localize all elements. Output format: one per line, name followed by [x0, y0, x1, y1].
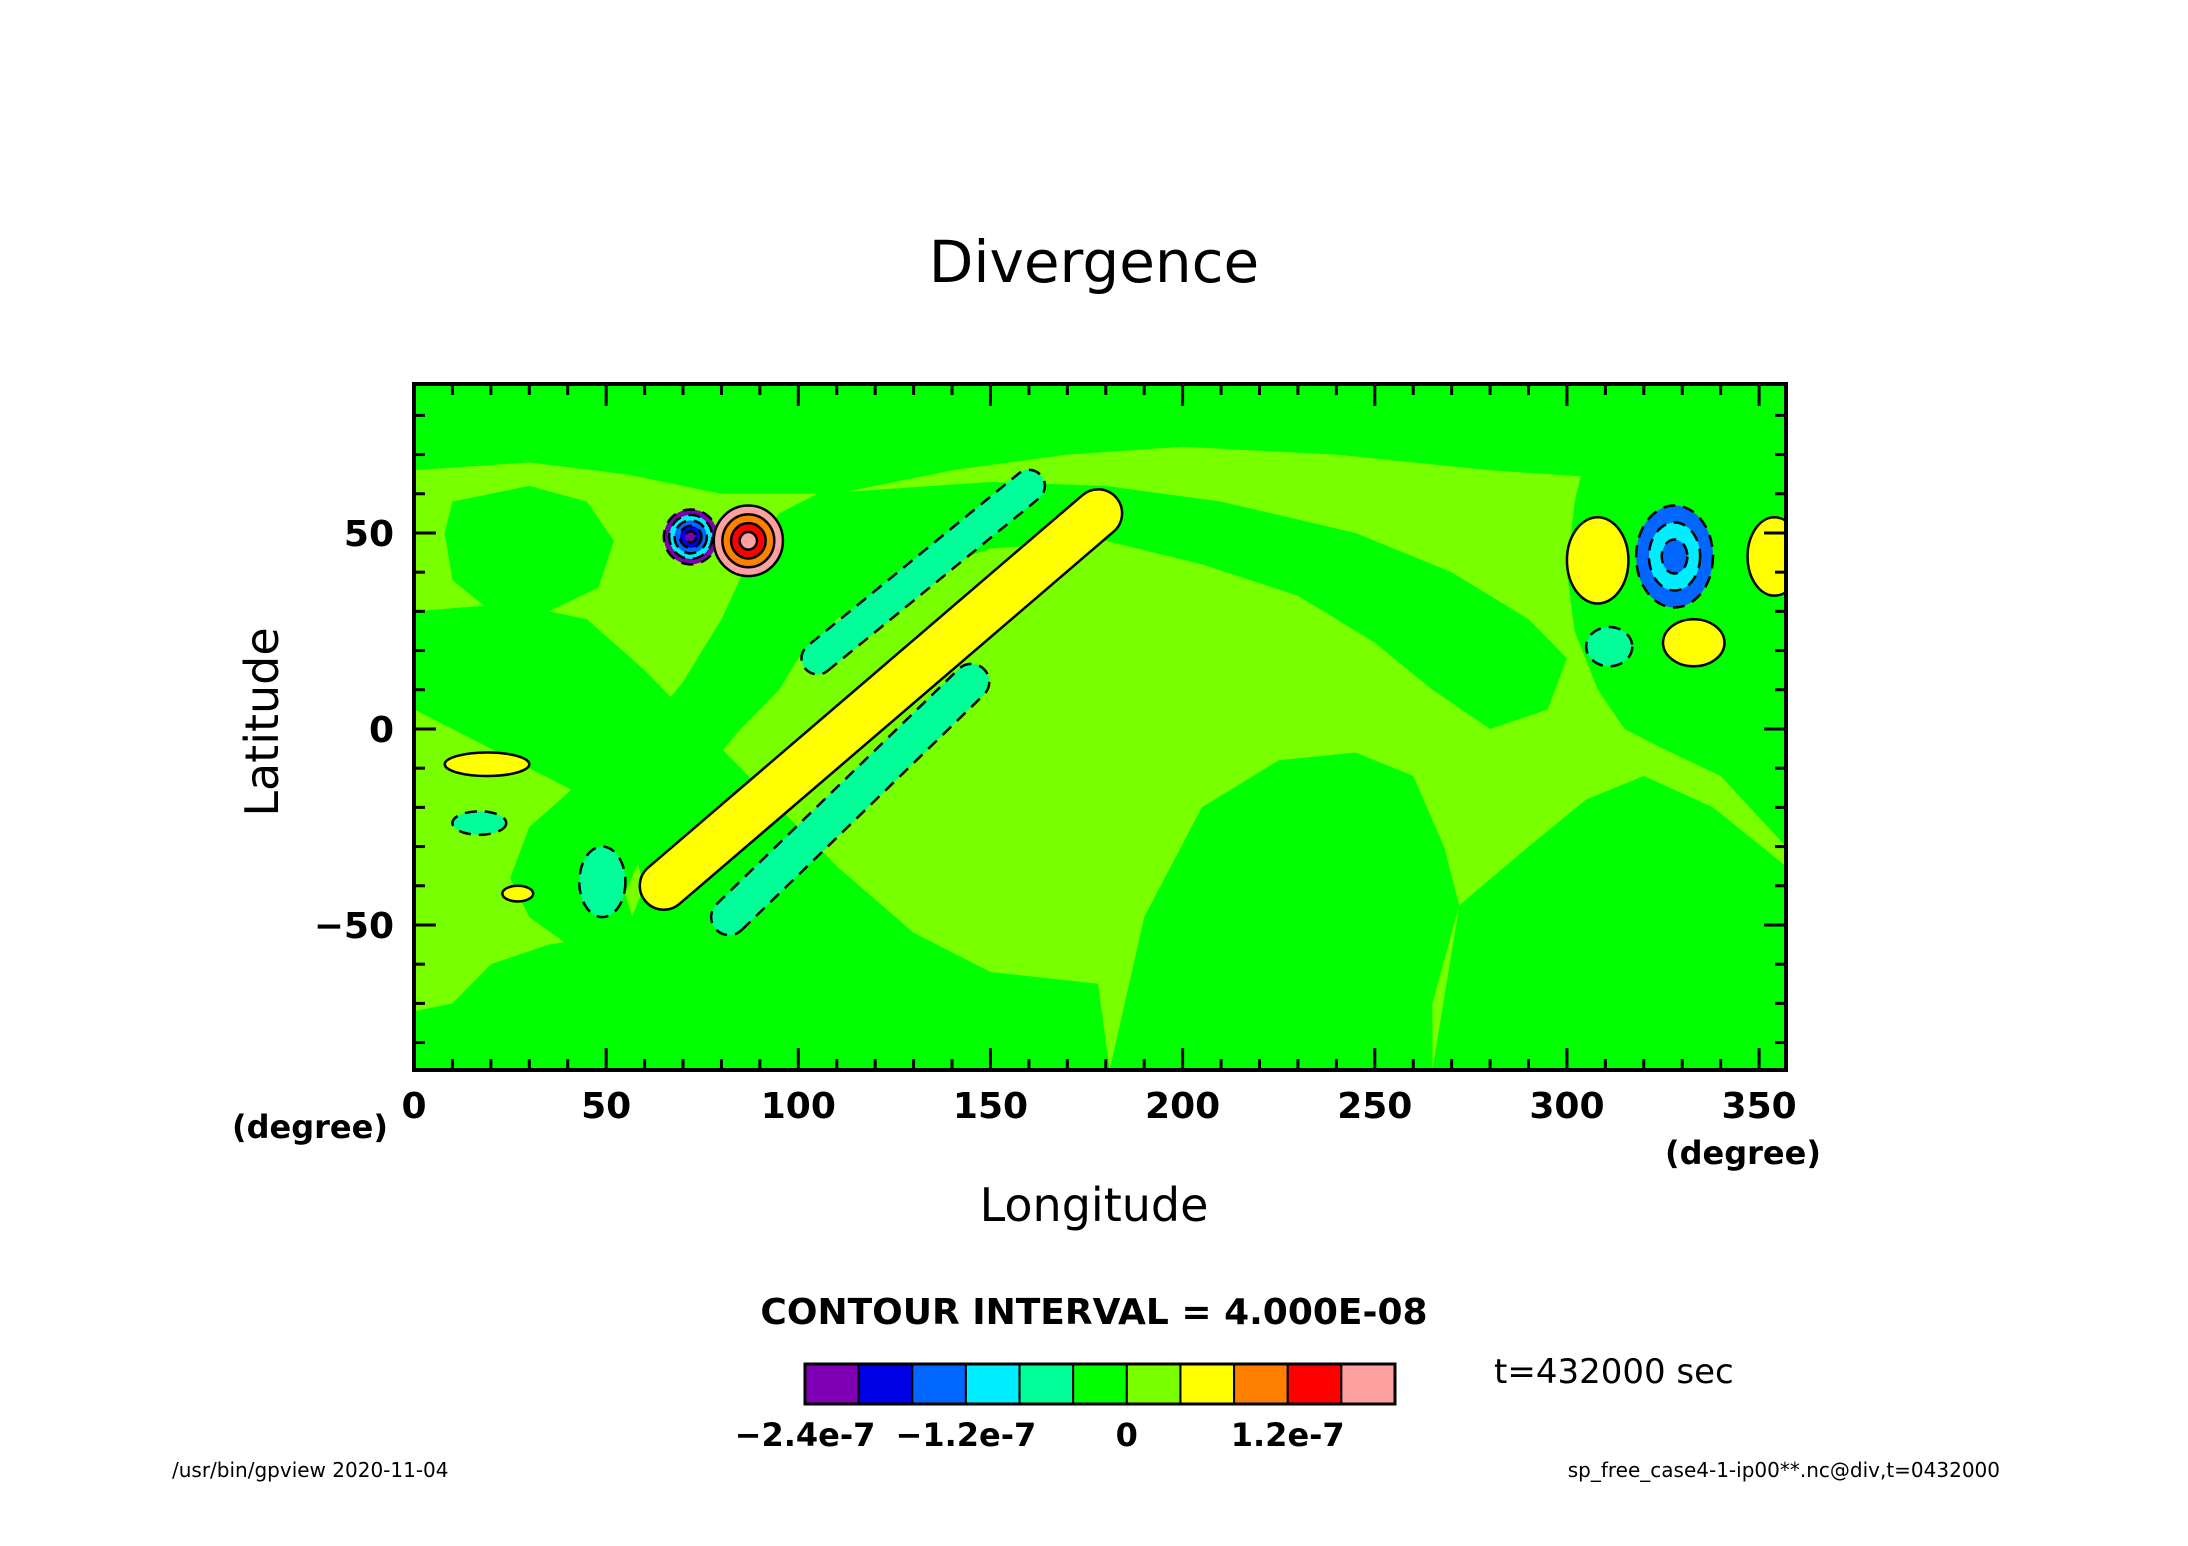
x-tick-label: 350 — [1722, 1086, 1797, 1127]
colorbar-swatch — [804, 1363, 860, 1405]
colorbar-swatch — [964, 1363, 1021, 1405]
contour-feature-13 — [501, 884, 535, 903]
y-tick-label: 50 — [344, 514, 394, 555]
x-tick-label: 250 — [1337, 1086, 1412, 1127]
colorbar-swatch — [1233, 1363, 1289, 1405]
field-region-south-basin — [1109, 752, 1460, 1070]
colorbar-swatch — [1286, 1363, 1343, 1405]
x-tick-label: 200 — [1145, 1086, 1220, 1127]
field-region-northwest — [444, 485, 614, 612]
x-axis-title: Longitude — [979, 1178, 1209, 1232]
contour-feature-6-level-3 — [1660, 538, 1689, 575]
field-region-north — [414, 384, 1786, 494]
y-tick-label: 0 — [369, 710, 394, 751]
y-axis-title: Latitude — [235, 627, 289, 817]
contour-feature-10 — [1584, 625, 1634, 668]
field-region-central — [510, 482, 1567, 957]
x-tick-label: 50 — [581, 1086, 631, 1127]
contour-feature-2-level-4 — [738, 530, 759, 551]
colorbar-swatch — [857, 1363, 914, 1405]
x-tick-label: 300 — [1529, 1086, 1604, 1127]
field-region-west — [414, 603, 1110, 1070]
colorbar-swatch — [911, 1363, 967, 1405]
colorbar-swatch — [1072, 1363, 1128, 1405]
y-tick-label: −50 — [314, 906, 394, 947]
contour-feature-8 — [1746, 516, 1786, 597]
x-tick-label: 150 — [953, 1086, 1028, 1127]
colorbar-tick-label: −1.2e-7 — [895, 1416, 1037, 1454]
plot-frame — [412, 382, 1788, 1072]
contour-feature-14 — [578, 845, 627, 919]
contour-feature-12 — [451, 810, 508, 837]
time-label: t=432000 sec — [1494, 1352, 1734, 1392]
contour-feature-1-level-5 — [684, 530, 698, 544]
x-tick-label: 0 — [401, 1086, 426, 1127]
x-tick-label: 100 — [761, 1086, 836, 1127]
colorbar-tick-label: −2.4e-7 — [734, 1416, 876, 1454]
contour-feature-11 — [443, 751, 531, 778]
field-region-southeast — [1432, 776, 1786, 1070]
footer-command: /usr/bin/gpview 2020-11-04 — [172, 1458, 449, 1482]
contour-feature-7 — [1565, 516, 1630, 605]
colorbar-frame — [803, 1362, 1397, 1406]
footer-source: sp_free_case4-1-ip00**.nc@div,t=0432000 — [1567, 1458, 2000, 1482]
colorbar-swatch — [1018, 1363, 1075, 1405]
contour-feature-9 — [1661, 617, 1726, 668]
y-unit-label: (degree) — [1665, 1134, 1821, 1172]
contour-feature-5 — [800, 468, 1047, 676]
contour-interval-label: CONTOUR INTERVAL = 4.000E-08 — [760, 1292, 1428, 1333]
x-unit-label: (degree) — [232, 1108, 388, 1146]
colorbar-swatch — [1179, 1363, 1236, 1405]
colorbar-swatch — [1340, 1363, 1397, 1405]
contour-feature-3 — [638, 488, 1124, 911]
chart-title: Divergence — [928, 228, 1260, 296]
colorbar-tick-label: 1.2e-7 — [1230, 1416, 1345, 1454]
colorbar-swatch — [1125, 1363, 1182, 1405]
colorbar-tick-label: 0 — [1115, 1416, 1138, 1454]
contour-feature-4 — [709, 662, 991, 937]
